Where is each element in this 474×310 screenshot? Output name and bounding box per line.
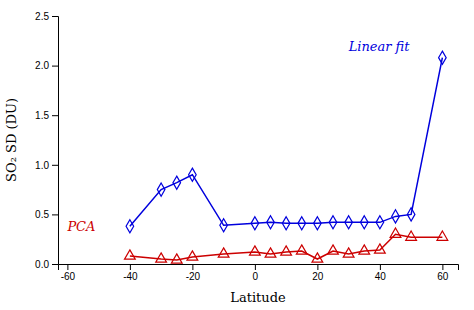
- series-marker: [187, 251, 198, 260]
- series-marker: [282, 217, 290, 230]
- x-tick: 20: [312, 264, 324, 282]
- y-axis: 0.0 0.5 1.0 1.5 2.0 2.5: [35, 11, 58, 270]
- y-tick-label: 0.0: [35, 259, 49, 270]
- x-tick-label: 60: [437, 271, 449, 282]
- marks: [125, 51, 448, 263]
- series: [125, 228, 448, 263]
- series-marker: [267, 216, 275, 229]
- x-tick-mark: [67, 264, 68, 270]
- series-marker: [220, 219, 228, 232]
- series-marker: [345, 216, 353, 229]
- series-marker: [251, 217, 259, 230]
- series-marker: [390, 228, 401, 237]
- series-marker: [312, 253, 323, 262]
- annotation: PCA: [66, 219, 95, 234]
- series-marker: [328, 245, 339, 254]
- series-marker: [250, 246, 261, 255]
- series-marker: [281, 246, 292, 255]
- y-tick-mark: [52, 66, 58, 67]
- series-marker: [439, 51, 447, 64]
- y-tick-label: 1.5: [35, 110, 49, 121]
- y-axis-line: [52, 17, 59, 265]
- x-tick: -20: [186, 264, 201, 282]
- series-marker: [156, 253, 167, 262]
- y-axis-title: SO₂ SD (DU): [4, 98, 19, 182]
- x-tick-label: -60: [61, 271, 76, 282]
- x-axis: -60 -40 -20 0 20 40 60: [59, 264, 459, 282]
- series-marker: [218, 248, 229, 257]
- annotation: Linear fit: [348, 39, 411, 54]
- x-tick-mark: [192, 264, 193, 270]
- series-marker: [437, 231, 448, 240]
- x-tick: 0: [253, 264, 259, 282]
- series-marker: [375, 244, 386, 253]
- series-marker: [392, 210, 400, 223]
- y-tick: 1.5: [35, 110, 58, 121]
- series-marker: [406, 231, 417, 240]
- series-marker: [296, 245, 307, 254]
- x-tick-label: -40: [123, 271, 138, 282]
- y-tick-mark: [52, 264, 58, 265]
- y-tick-mark: [52, 16, 58, 17]
- series-marker: [171, 254, 182, 263]
- series-marker: [265, 248, 276, 257]
- y-tick-mark: [52, 115, 58, 116]
- series-marker: [314, 217, 322, 230]
- x-axis-title: Latitude: [230, 290, 286, 305]
- y-tick-label: 2.5: [35, 11, 49, 22]
- x-tick-mark: [255, 264, 256, 270]
- series-marker: [173, 176, 181, 189]
- series: [126, 51, 446, 233]
- y-tick: 2.0: [35, 60, 58, 71]
- series-marker: [125, 250, 136, 259]
- annotations: Linear fit PCA: [66, 39, 410, 235]
- x-tick-mark: [380, 264, 381, 270]
- series-line: [130, 58, 443, 227]
- x-tick-mark: [442, 264, 443, 270]
- x-tick: 40: [375, 264, 387, 282]
- series-marker: [376, 216, 384, 229]
- series-marker: [359, 245, 370, 254]
- series-marker: [407, 208, 415, 221]
- y-tick-label: 2.0: [35, 60, 49, 71]
- x-tick-label: -20: [186, 271, 201, 282]
- x-tick: -40: [123, 264, 138, 282]
- y-tick-label: 1.0: [35, 160, 49, 171]
- plot-area: -60 -40 -20 0 20 40 60 0.0 0.5 1.0 1.5 2.0 2.5 Linear…: [35, 11, 458, 282]
- x-tick-label: 0: [253, 271, 259, 282]
- y-tick-mark: [52, 214, 58, 215]
- series-marker: [343, 248, 354, 257]
- y-tick: 0.5: [35, 209, 58, 220]
- y-tick: 1.0: [35, 160, 58, 171]
- y-tick-mark: [52, 165, 58, 166]
- series-marker: [298, 217, 306, 230]
- series-marker: [189, 168, 197, 181]
- x-axis-line: [59, 265, 459, 271]
- x-tick-mark: [317, 264, 318, 270]
- x-tick: 60: [437, 264, 449, 282]
- x-tick-label: 40: [375, 271, 387, 282]
- y-tick: 0.0: [35, 259, 58, 270]
- chart: -60 -40 -20 0 20 40 60 0.0 0.5 1.0 1.5 2.0 2.5 Linear…: [0, 0, 474, 310]
- x-tick-label: 20: [312, 271, 324, 282]
- series-marker: [360, 216, 368, 229]
- series-marker: [126, 220, 134, 233]
- series-marker: [329, 216, 337, 229]
- y-tick: 2.5: [35, 11, 58, 22]
- series-marker: [157, 183, 165, 196]
- y-tick-label: 0.5: [35, 209, 49, 220]
- x-tick-mark: [130, 264, 131, 270]
- series-line: [130, 234, 443, 260]
- x-tick: -60: [61, 264, 76, 282]
